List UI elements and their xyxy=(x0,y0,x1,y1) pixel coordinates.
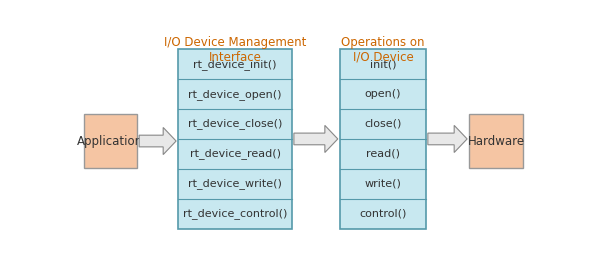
Text: rt_device_control(): rt_device_control() xyxy=(183,208,287,219)
Text: rt_device_open(): rt_device_open() xyxy=(188,89,282,99)
Text: rt_device_init(): rt_device_init() xyxy=(193,59,277,70)
Text: Hardware: Hardware xyxy=(467,134,524,147)
Text: open(): open() xyxy=(365,89,401,99)
Text: read(): read() xyxy=(366,149,400,159)
Polygon shape xyxy=(428,125,467,153)
Polygon shape xyxy=(294,125,338,153)
Text: rt_device_close(): rt_device_close() xyxy=(188,118,282,130)
Text: Application: Application xyxy=(77,134,144,147)
Bar xyxy=(470,114,523,168)
Text: init(): init() xyxy=(370,59,396,69)
Text: I/O Device Management
Interface: I/O Device Management Interface xyxy=(164,36,306,64)
Bar xyxy=(340,49,426,229)
Text: close(): close() xyxy=(364,119,402,129)
Bar xyxy=(83,114,137,168)
Bar xyxy=(178,49,291,229)
Text: Operations on
I/O Device: Operations on I/O Device xyxy=(342,36,425,64)
Text: rt_device_write(): rt_device_write() xyxy=(188,178,282,189)
Polygon shape xyxy=(139,127,176,154)
Text: rt_device_read(): rt_device_read() xyxy=(190,149,281,159)
Text: control(): control() xyxy=(359,209,406,219)
Text: write(): write() xyxy=(364,179,401,189)
